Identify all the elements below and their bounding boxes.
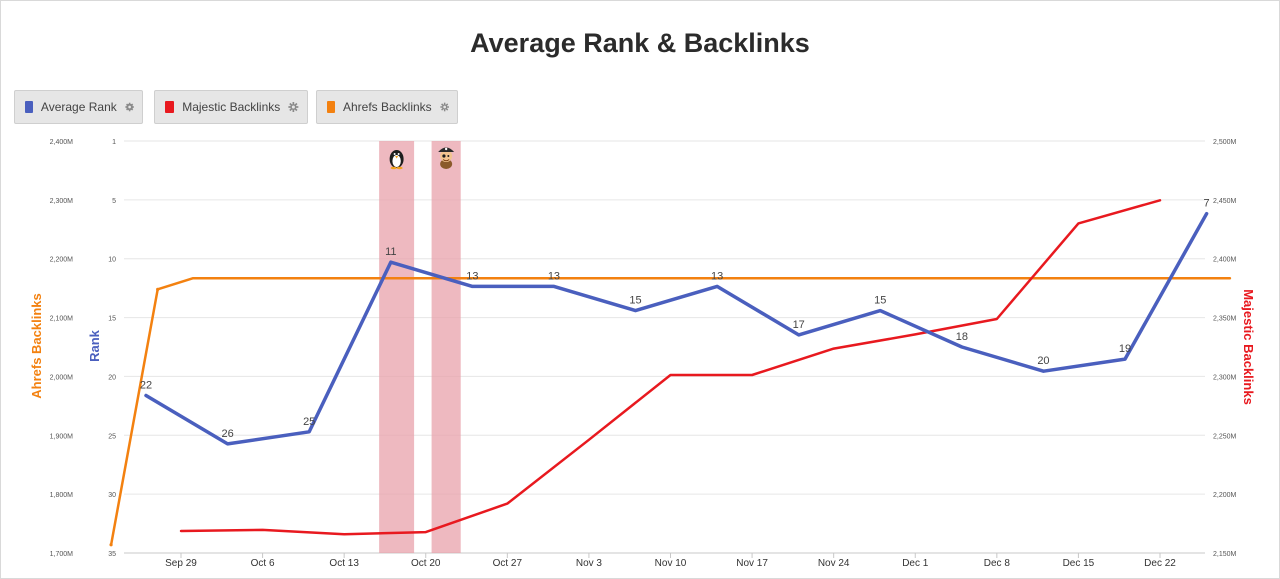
ahrefs-tick-label: 2,400M bbox=[50, 139, 74, 146]
pirate-icon bbox=[438, 147, 455, 169]
rank-tick-label: 30 bbox=[108, 492, 116, 499]
data-label: 15 bbox=[629, 295, 641, 307]
ahrefs-tick-label: 2,300M bbox=[50, 198, 74, 205]
ahrefs-tick-label: 2,000M bbox=[50, 374, 74, 381]
ahrefs-tick-label: 1,700M bbox=[50, 551, 74, 558]
data-label: 19 bbox=[1119, 343, 1131, 355]
penguin-foot bbox=[390, 166, 397, 170]
rank-tick-label: 5 bbox=[112, 198, 116, 205]
penguin-belly bbox=[392, 155, 401, 167]
chart-title: Average Rank & Backlinks bbox=[470, 28, 810, 58]
series-line-majestic bbox=[179, 199, 1162, 536]
penguin-foot bbox=[396, 166, 403, 170]
series-lines bbox=[109, 199, 1232, 547]
rank-tick-label: 10 bbox=[108, 257, 116, 264]
data-label: 20 bbox=[1037, 355, 1049, 367]
data-label: 25 bbox=[303, 416, 315, 428]
data-label: 17 bbox=[793, 319, 805, 331]
majestic-tick-label: 2,450M bbox=[1213, 198, 1237, 205]
x-tick-label: Oct 27 bbox=[493, 558, 523, 569]
pirate-face bbox=[440, 150, 453, 162]
legend-label-average-rank: Average Rank bbox=[40, 100, 117, 114]
pirate-eye bbox=[447, 155, 450, 157]
majestic-tick-label: 2,500M bbox=[1213, 139, 1237, 146]
ahrefs-axis-title: Ahrefs Backlinks bbox=[29, 293, 44, 399]
legend-item-ahrefs-backlinks[interactable]: Ahrefs Backlinks bbox=[316, 90, 458, 124]
data-label: 26 bbox=[221, 428, 233, 440]
data-label: 15 bbox=[874, 295, 886, 307]
majestic-tick-label: 2,150M bbox=[1213, 551, 1237, 558]
ahrefs-point bbox=[156, 287, 160, 291]
ahrefs-tick-label: 1,800M bbox=[50, 492, 74, 499]
data-label: 11 bbox=[385, 246, 396, 258]
rank-tick-label: 1 bbox=[112, 139, 116, 146]
ahrefs-backlinks-swatch bbox=[327, 101, 335, 113]
data-labels: 22 26 25 11 13 13 15 13 17 15 18 20 19 7 bbox=[140, 198, 1210, 440]
rank-axis-title: Rank bbox=[87, 329, 102, 362]
axis-ticks: 2,400M 1 2,500M 2,300M 5 2,450M 2,200M 10 2,400M… bbox=[50, 139, 1237, 569]
ahrefs-tick-label: 1,900M bbox=[50, 433, 74, 440]
data-label: 22 bbox=[140, 379, 152, 391]
x-tick-label: Nov 17 bbox=[736, 558, 768, 569]
majestic-backlinks-swatch bbox=[165, 101, 175, 113]
majestic-tick-label: 2,250M bbox=[1213, 433, 1237, 440]
majestic-tick-label: 2,300M bbox=[1213, 374, 1237, 381]
event-band bbox=[379, 141, 415, 553]
x-tick-label: Oct 6 bbox=[251, 558, 275, 569]
x-tick-label: Nov 3 bbox=[576, 558, 603, 569]
penguin-eye bbox=[393, 153, 396, 155]
gear-icon[interactable] bbox=[440, 100, 449, 114]
data-label: 13 bbox=[548, 270, 560, 282]
event-band bbox=[431, 141, 461, 553]
event-bands bbox=[379, 141, 461, 553]
grid-lines bbox=[124, 140, 1205, 554]
data-label: 7 bbox=[1204, 198, 1210, 210]
pirate-eyepatch bbox=[442, 154, 446, 158]
ahrefs-tick-label: 2,200M bbox=[50, 257, 74, 264]
legend-label-majestic-backlinks: Majestic Backlinks bbox=[182, 100, 281, 114]
x-tick-label: Oct 13 bbox=[329, 558, 359, 569]
penguin-eye bbox=[397, 153, 400, 155]
x-tick-label: Sep 29 bbox=[165, 558, 197, 569]
series-line-ahrefs bbox=[109, 277, 1232, 547]
x-tick-label: Dec 15 bbox=[1063, 558, 1095, 569]
legend-item-majestic-backlinks[interactable]: Majestic Backlinks bbox=[154, 90, 308, 124]
penguin-icon bbox=[389, 150, 404, 170]
data-label: 13 bbox=[466, 270, 478, 282]
majestic-axis-title: Majestic Backlinks bbox=[1241, 289, 1256, 405]
rank-tick-label: 20 bbox=[108, 374, 116, 381]
series-line-rank bbox=[144, 211, 1209, 446]
majestic-tick-label: 2,200M bbox=[1213, 492, 1237, 499]
x-tick-label: Dec 8 bbox=[984, 558, 1011, 569]
penguin-beak bbox=[395, 156, 399, 159]
x-tick-label: Oct 20 bbox=[411, 558, 441, 569]
x-tick-label: Dec 22 bbox=[1144, 558, 1176, 569]
rank-tick-label: 25 bbox=[108, 433, 116, 440]
ahrefs-point bbox=[109, 543, 113, 547]
pirate-body bbox=[440, 159, 453, 169]
legend-item-average-rank[interactable]: Average Rank bbox=[14, 90, 143, 124]
legend-label-ahrefs-backlinks: Ahrefs Backlinks bbox=[342, 100, 432, 114]
pirate-mouth bbox=[442, 159, 450, 162]
majestic-tick-label: 2,400M bbox=[1213, 257, 1237, 264]
ahrefs-tick-label: 2,100M bbox=[50, 316, 74, 323]
rank-tick-label: 35 bbox=[108, 551, 116, 558]
gear-icon[interactable] bbox=[125, 100, 134, 114]
x-tick-label: Dec 1 bbox=[902, 558, 929, 569]
x-tick-label: Nov 24 bbox=[818, 558, 850, 569]
rank-tick-label: 15 bbox=[108, 316, 116, 323]
average-rank-swatch bbox=[25, 101, 33, 113]
pirate-skull bbox=[444, 147, 448, 151]
gear-icon[interactable] bbox=[288, 100, 299, 114]
majestic-tick-label: 2,350M bbox=[1213, 316, 1237, 323]
data-label: 18 bbox=[956, 331, 968, 343]
x-tick-label: Nov 10 bbox=[655, 558, 687, 569]
data-label: 13 bbox=[711, 270, 723, 282]
